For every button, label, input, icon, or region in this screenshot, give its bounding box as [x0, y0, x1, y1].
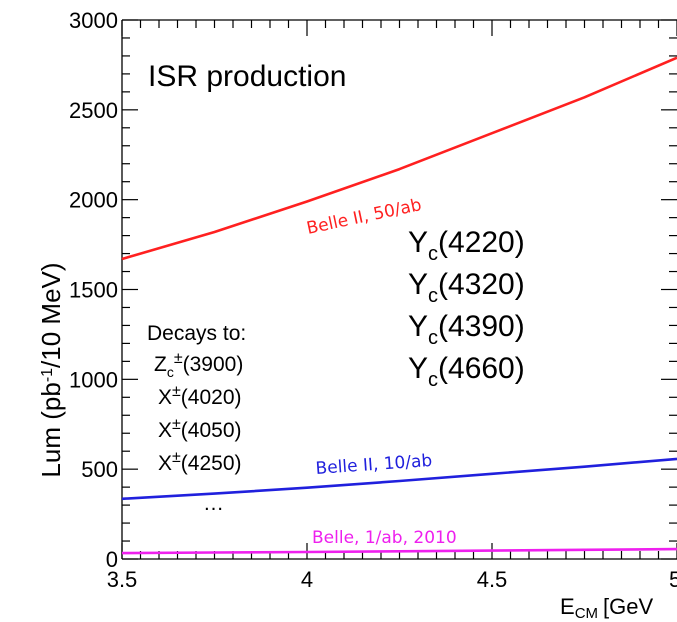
- axis-ticks: [121, 19, 677, 560]
- decay-item: Zc±(3900): [154, 350, 243, 380]
- x-tick-label: 5: [669, 567, 677, 592]
- decay-rest: (4050): [181, 419, 242, 442]
- x-axis-label: ECM [GeV: [560, 594, 653, 622]
- decay-list: Decays to: Zc±(3900)X±(4020)X±(4050)X±(4…: [147, 322, 246, 475]
- decay-sup: ±: [172, 416, 181, 433]
- state-sub: c: [428, 327, 438, 349]
- decay-sup: ±: [172, 383, 181, 400]
- state-label: Yc(4220): [408, 226, 525, 265]
- chart-title: ISR production: [148, 60, 346, 93]
- y-tick-label: 2000: [69, 188, 118, 213]
- decay-base: X: [158, 386, 172, 409]
- y-axis-label: Lum (pb-1/10 MeV): [36, 262, 66, 477]
- charmonium-states: Yc(4220)Yc(4320)Yc(4390)Yc(4660): [408, 226, 525, 391]
- y-tick-label: 500: [81, 457, 118, 482]
- decays-ellipsis: …: [203, 492, 224, 515]
- decay-sub: c: [167, 364, 174, 380]
- state-label: Yc(4660): [408, 352, 525, 391]
- x-tick-label: 4.5: [477, 567, 508, 592]
- x-axis-label-main: E: [560, 594, 575, 619]
- state-sub: c: [428, 369, 438, 391]
- x-axis-label-unit: [GeV: [603, 594, 653, 619]
- series-label: Belle II, 10/ab: [315, 451, 433, 479]
- y-tick-label: 0: [106, 547, 118, 572]
- decay-sup: ±: [174, 350, 183, 367]
- y-axis-label-sup: -1: [39, 368, 56, 382]
- series-line: [121, 56, 677, 261]
- y-tick-label: 2500: [69, 98, 118, 123]
- series-line: [121, 547, 677, 555]
- series-line: [121, 457, 677, 501]
- decay-rest: (3900): [183, 353, 244, 376]
- decay-base: Z: [154, 353, 167, 376]
- state-base: Y: [408, 352, 428, 385]
- axis-tick-labels: 0 500 1000 1500 2000 2500 3000 3.5 4 4.5 5: [69, 8, 677, 592]
- series-label: Belle, 1/ab, 2010: [312, 528, 457, 548]
- state-rest: (4660): [438, 352, 525, 385]
- y-tick-label: 3000: [69, 8, 118, 33]
- state-label: Yc(4320): [408, 268, 525, 307]
- series-label: Belle II, 50/ab: [305, 195, 423, 239]
- decays-heading: Decays to:: [147, 322, 246, 345]
- state-label: Yc(4390): [408, 310, 525, 349]
- x-tick-label: 4: [301, 567, 313, 592]
- state-base: Y: [408, 310, 428, 343]
- decay-base: X: [158, 419, 172, 442]
- x-axis-label-sub: CM: [575, 605, 598, 622]
- state-sub: c: [428, 243, 438, 265]
- plot-frame: [121, 19, 677, 560]
- decay-rest: (4020): [181, 386, 242, 409]
- state-base: Y: [408, 226, 428, 259]
- data-series: [121, 56, 677, 555]
- y-tick-label: 1500: [69, 278, 118, 303]
- state-base: Y: [408, 268, 428, 301]
- decay-base: X: [158, 452, 172, 475]
- decay-rest: (4250): [181, 452, 242, 475]
- y-tick-label: 1000: [69, 367, 118, 392]
- x-tick-label: 3.5: [107, 567, 138, 592]
- y-axis-label-tail: /10 MeV): [36, 262, 66, 368]
- y-axis-label-main: Lum (pb: [36, 382, 66, 477]
- state-sub: c: [428, 285, 438, 307]
- state-rest: (4390): [438, 310, 525, 343]
- state-rest: (4320): [438, 268, 525, 301]
- decay-item: X±(4050): [158, 416, 242, 442]
- decay-item: X±(4020): [158, 383, 242, 409]
- state-rest: (4220): [438, 226, 525, 259]
- decay-item: X±(4250): [158, 449, 242, 475]
- decay-sup: ±: [172, 449, 181, 466]
